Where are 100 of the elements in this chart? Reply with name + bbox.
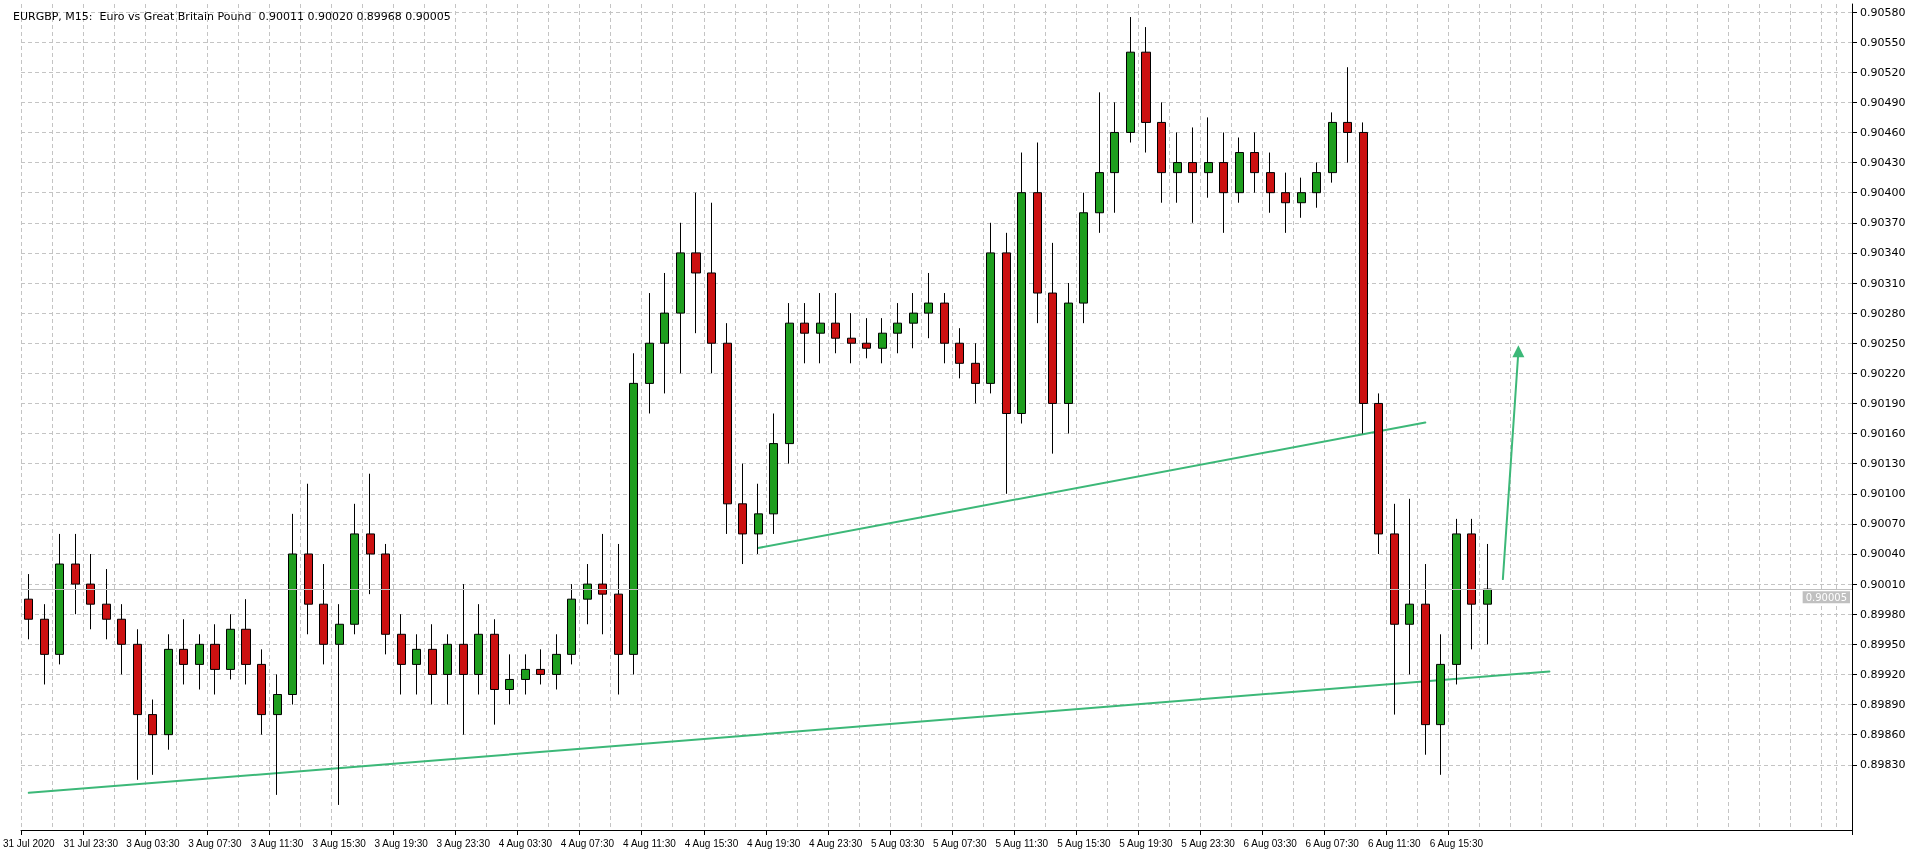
- candlestick: [1266, 152, 1275, 214]
- candlestick: [335, 603, 344, 806]
- candlestick: [474, 603, 483, 696]
- y-tick-label: 0.90190: [1860, 396, 1906, 410]
- x-tick-label: 4 Aug 03:30: [498, 837, 553, 849]
- x-tick-label: 6 Aug 07:30: [1305, 837, 1360, 849]
- candlestick: [785, 302, 794, 465]
- candlestick: [552, 633, 561, 690]
- candlestick: [490, 618, 499, 726]
- candlestick: [428, 623, 437, 706]
- candlestick: [1436, 633, 1445, 776]
- y-tick-label: 0.90370: [1860, 216, 1906, 230]
- candlestick: [1173, 131, 1182, 204]
- candlestick: [1467, 518, 1476, 650]
- candlestick: [567, 583, 576, 665]
- x-tick-label: 31 Jul 23:30: [63, 837, 119, 849]
- x-tick-label: 4 Aug 11:30: [623, 837, 677, 849]
- x-tick-label: 5 Aug 07:30: [933, 837, 987, 849]
- x-tick-label: 4 Aug 23:30: [808, 837, 863, 849]
- candlestick: [366, 473, 375, 595]
- candlestick: [1188, 126, 1197, 224]
- x-tick-label: 3 Aug 23:30: [436, 837, 491, 849]
- y-tick-label: 0.90280: [1860, 306, 1906, 320]
- y-tick-label: 0.90580: [1860, 5, 1906, 19]
- y-tick-label: 0.89860: [1860, 728, 1906, 742]
- candlestick: [459, 583, 468, 736]
- x-tick-label: 3 Aug 03:30: [126, 837, 181, 849]
- y-tick-label: 0.89830: [1860, 758, 1906, 772]
- candlestick: [924, 272, 933, 339]
- candlestick: [210, 623, 220, 696]
- candlestick: [754, 483, 763, 555]
- candlestick: [1048, 242, 1057, 455]
- candlestick: [304, 483, 313, 635]
- y-tick-label: 0.90340: [1860, 246, 1906, 260]
- candlestick: [1235, 136, 1244, 204]
- candlestick: [986, 222, 995, 394]
- candlestick: [117, 603, 126, 675]
- candlestick: [55, 533, 64, 665]
- candlestick: [397, 613, 406, 696]
- candlestick: [40, 603, 49, 685]
- candlestick: [1390, 503, 1399, 716]
- y-tick-label: 0.89890: [1860, 698, 1906, 712]
- candlestick: [443, 633, 452, 706]
- candlestick: [1002, 232, 1011, 495]
- candlestick: [24, 573, 33, 640]
- x-tick-label: 4 Aug 19:30: [746, 837, 801, 849]
- candlestick: [102, 568, 111, 640]
- candlestick: [1095, 91, 1104, 234]
- candlestick: [1343, 66, 1352, 164]
- ref-line-label: 0.90005: [1805, 591, 1847, 603]
- y-tick-label: 0.90160: [1860, 427, 1906, 441]
- candlestick: [738, 463, 747, 565]
- x-tick-label: 3 Aug 11:30: [250, 837, 304, 849]
- y-tick-label: 0.90070: [1860, 517, 1906, 531]
- candlestick: [1110, 101, 1119, 214]
- y-tick-label: 0.89950: [1860, 637, 1906, 651]
- candlestick: [800, 302, 809, 364]
- candlestick: [1421, 563, 1430, 756]
- y-tick-label: 0.90220: [1860, 366, 1906, 380]
- y-tick-label: 0.90490: [1860, 95, 1906, 109]
- x-tick-label: 5 Aug 15:30: [1057, 837, 1112, 849]
- candlestick: [1452, 518, 1461, 685]
- candlestick: [536, 648, 545, 685]
- candlestick: [660, 272, 669, 394]
- candlestick: [412, 633, 421, 696]
- y-tick-label: 0.90430: [1860, 156, 1906, 170]
- candlestick: [179, 618, 188, 685]
- x-tick-label: 5 Aug 11:30: [995, 837, 1049, 849]
- candlestick: [1157, 101, 1166, 204]
- y-tick-label: 0.90100: [1860, 487, 1906, 501]
- candlestick: [691, 192, 701, 334]
- candlestick: [1281, 172, 1290, 234]
- candlestick: [1219, 131, 1228, 234]
- candlestick: [1312, 162, 1321, 209]
- x-tick-label: 5 Aug 03:30: [871, 837, 925, 849]
- candlestick: [521, 653, 530, 696]
- candlestick: [86, 553, 95, 630]
- x-tick-label: 4 Aug 15:30: [684, 837, 739, 849]
- candlestick: [645, 292, 654, 414]
- x-tick-label: 6 Aug 11:30: [1367, 837, 1422, 849]
- candlestick: [257, 648, 266, 736]
- candlestick: [816, 292, 825, 364]
- candlestick: [350, 503, 359, 635]
- x-tick-label: 4 Aug 07:30: [560, 837, 615, 849]
- candlestick: [381, 543, 390, 655]
- candlestick: [273, 673, 282, 796]
- candlestick: [707, 202, 716, 374]
- candlestick: [1141, 26, 1151, 154]
- candlestick: [893, 302, 902, 354]
- candlestick: [1483, 543, 1492, 645]
- candlestick: [226, 613, 235, 680]
- y-tick-label: 0.89980: [1860, 607, 1906, 621]
- candlestick: [1374, 392, 1383, 555]
- y-tick-label: 0.90040: [1860, 547, 1906, 561]
- x-tick-label: 5 Aug 23:30: [1181, 837, 1236, 849]
- y-tick-label: 0.89920: [1860, 667, 1906, 681]
- candlestick: [831, 292, 840, 354]
- candlestick: [1328, 111, 1337, 184]
- candlestick: [1297, 177, 1306, 219]
- x-tick-label: 3 Aug 07:30: [188, 837, 243, 849]
